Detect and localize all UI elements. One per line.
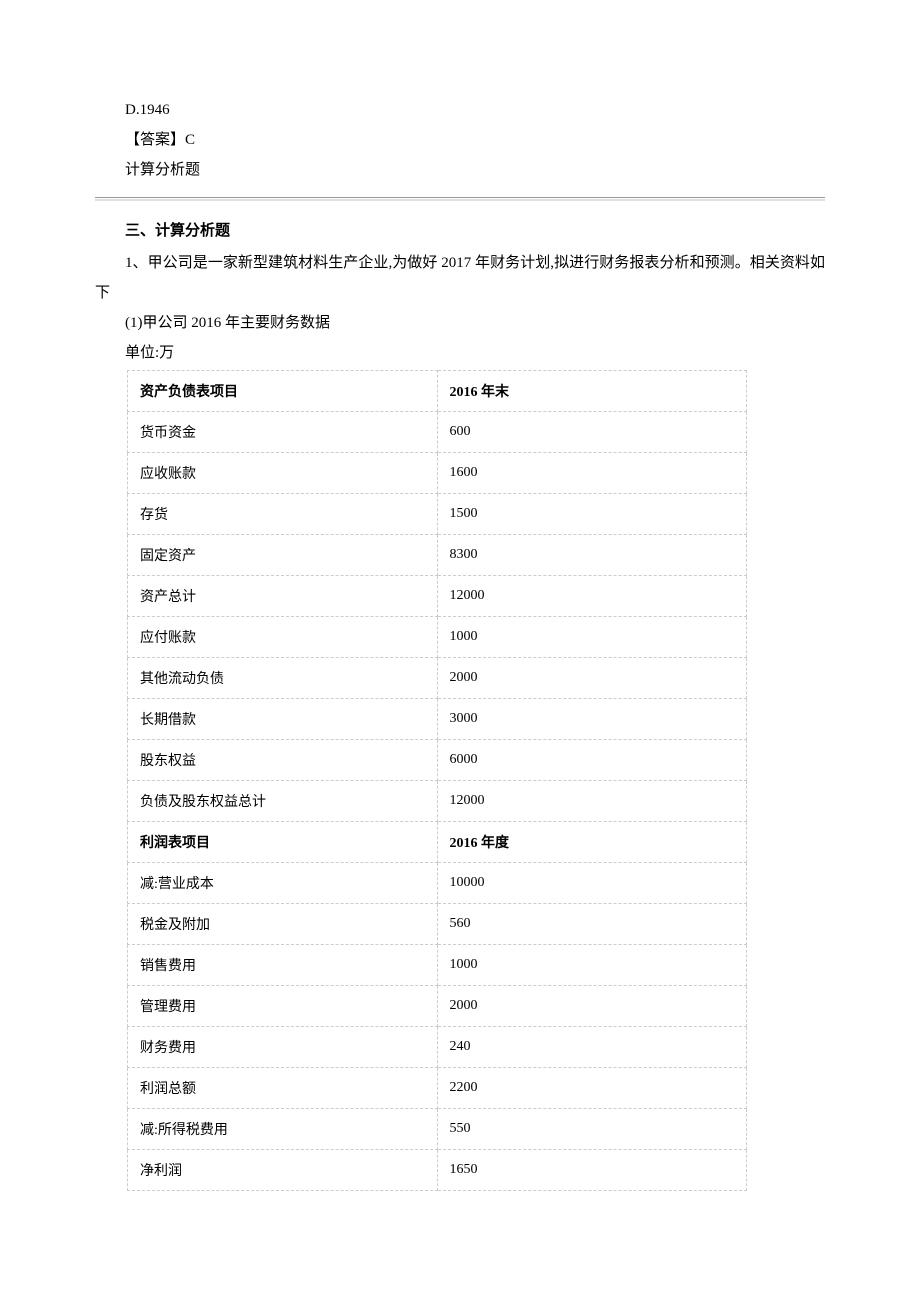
cell-label: 净利润 <box>128 1150 438 1191</box>
note-line: 计算分析题 <box>95 155 825 185</box>
cell-value: 10000 <box>437 863 747 904</box>
page-container: D.1946 【答案】C 计算分析题 三、计算分析题 1、甲公司是一家新型建筑材… <box>0 0 920 1251</box>
table-row: 应付账款 1000 <box>128 617 747 658</box>
cell-label: 股东权益 <box>128 740 438 781</box>
header-bs-item: 资产负债表项目 <box>128 371 438 412</box>
cell-label: 长期借款 <box>128 699 438 740</box>
table-row: 股东权益 6000 <box>128 740 747 781</box>
table-row: 负债及股东权益总计 12000 <box>128 781 747 822</box>
cell-value: 6000 <box>437 740 747 781</box>
cell-value: 2000 <box>437 658 747 699</box>
cell-value: 1500 <box>437 494 747 535</box>
option-d: D.1946 <box>95 95 825 125</box>
cell-label: 应付账款 <box>128 617 438 658</box>
cell-value: 2200 <box>437 1068 747 1109</box>
table-row: 资产总计 12000 <box>128 576 747 617</box>
table-header-balance-sheet: 资产负债表项目 2016 年末 <box>128 371 747 412</box>
cell-value: 240 <box>437 1027 747 1068</box>
cell-value: 1000 <box>437 945 747 986</box>
cell-label: 负债及股东权益总计 <box>128 781 438 822</box>
financial-table: 资产负债表项目 2016 年末 货币资金 600 应收账款 1600 存货 15… <box>127 370 747 1191</box>
cell-value: 8300 <box>437 535 747 576</box>
cell-label: 存货 <box>128 494 438 535</box>
header-bs-year: 2016 年末 <box>437 371 747 412</box>
header-is-item: 利润表项目 <box>128 822 438 863</box>
table-row: 存货 1500 <box>128 494 747 535</box>
table-row: 固定资产 8300 <box>128 535 747 576</box>
cell-value: 1000 <box>437 617 747 658</box>
cell-label: 利润总额 <box>128 1068 438 1109</box>
table-row: 管理费用 2000 <box>128 986 747 1027</box>
table-row: 销售费用 1000 <box>128 945 747 986</box>
cell-value: 560 <box>437 904 747 945</box>
cell-label: 其他流动负债 <box>128 658 438 699</box>
cell-value: 12000 <box>437 576 747 617</box>
section-divider <box>95 197 825 201</box>
cell-value: 12000 <box>437 781 747 822</box>
cell-label: 税金及附加 <box>128 904 438 945</box>
header-is-year: 2016 年度 <box>437 822 747 863</box>
table-row: 长期借款 3000 <box>128 699 747 740</box>
cell-label: 应收账款 <box>128 453 438 494</box>
cell-value: 550 <box>437 1109 747 1150</box>
cell-label: 减:营业成本 <box>128 863 438 904</box>
cell-label: 销售费用 <box>128 945 438 986</box>
cell-label: 减:所得税费用 <box>128 1109 438 1150</box>
table-row: 减:营业成本 10000 <box>128 863 747 904</box>
cell-value: 2000 <box>437 986 747 1027</box>
table-row: 货币资金 600 <box>128 412 747 453</box>
section-heading: 三、计算分析题 <box>95 215 825 248</box>
table-row: 应收账款 1600 <box>128 453 747 494</box>
cell-label: 管理费用 <box>128 986 438 1027</box>
cell-value: 3000 <box>437 699 747 740</box>
cell-label: 资产总计 <box>128 576 438 617</box>
answer-line: 【答案】C <box>95 125 825 155</box>
cell-label: 财务费用 <box>128 1027 438 1068</box>
cell-value: 1650 <box>437 1150 747 1191</box>
table-row: 税金及附加 560 <box>128 904 747 945</box>
cell-label: 货币资金 <box>128 412 438 453</box>
cell-value: 600 <box>437 412 747 453</box>
table-header-income-statement: 利润表项目 2016 年度 <box>128 822 747 863</box>
cell-value: 1600 <box>437 453 747 494</box>
question-1-intro: 1、甲公司是一家新型建筑材料生产企业,为做好 2017 年财务计划,拟进行财务报… <box>95 248 825 308</box>
table-row: 减:所得税费用 550 <box>128 1109 747 1150</box>
table-row: 其他流动负债 2000 <box>128 658 747 699</box>
table-row: 利润总额 2200 <box>128 1068 747 1109</box>
unit-label: 单位:万 <box>95 338 825 368</box>
table-row: 净利润 1650 <box>128 1150 747 1191</box>
table-row: 财务费用 240 <box>128 1027 747 1068</box>
question-1-sub1: (1)甲公司 2016 年主要财务数据 <box>95 308 825 338</box>
cell-label: 固定资产 <box>128 535 438 576</box>
